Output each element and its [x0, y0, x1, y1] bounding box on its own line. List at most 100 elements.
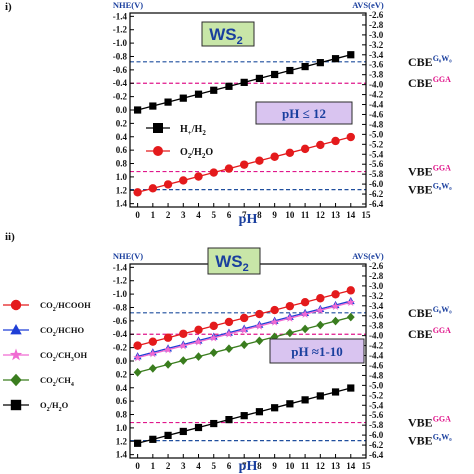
legend-marker: [10, 299, 22, 311]
left-tick-label: 0.4: [116, 132, 128, 142]
right-axis-label: AVS(eV): [352, 0, 384, 10]
panel-label: ii): [5, 231, 15, 243]
data-point: [300, 144, 310, 154]
right-tick-label: -6.4: [369, 199, 384, 209]
right-tick-label: -4.6: [369, 360, 384, 370]
legend-marker: [153, 123, 163, 133]
legend-label-part: /HCHO: [55, 325, 85, 335]
data-point: [255, 336, 264, 346]
left-tick-label: 1.4: [116, 199, 128, 209]
left-tick-label: -1.0: [113, 38, 128, 48]
x-tick-label: 12: [316, 210, 326, 220]
data-point: [164, 431, 172, 439]
condition-label: pH ≈1-10: [291, 344, 343, 359]
left-axis-label: NHE(V): [113, 251, 143, 261]
legend-label: CO2/HCOOH: [40, 300, 91, 313]
left-tick-label: -0.2: [113, 343, 128, 353]
left-tick-label: 0.6: [116, 396, 128, 406]
data-point: [194, 90, 203, 98]
right-tick-label: -4.4: [369, 351, 384, 361]
left-axis-label: NHE(V): [113, 0, 143, 10]
left-tick-label: 1.2: [116, 436, 128, 446]
legend-label-part: /H: [49, 400, 59, 410]
band-label-cbe-gga: CBEGGA: [408, 326, 451, 341]
band-label-main: CBE: [408, 327, 433, 341]
legend-label-sub: 2: [202, 129, 206, 137]
right-tick-label: -3.2: [369, 40, 384, 50]
legend-label-part: O: [62, 400, 69, 410]
series-co2-ch3oh: [133, 297, 356, 362]
x-tick-label: 6: [227, 461, 232, 471]
right-tick-label: -5.0: [369, 380, 384, 390]
left-tick-label: -1.0: [113, 289, 128, 299]
left-tick-label: 0.2: [116, 118, 128, 128]
data-point: [210, 419, 218, 428]
left-tick-label: -1.2: [113, 276, 128, 286]
data-point: [316, 305, 325, 314]
legend-label: CO2/HCHO: [40, 325, 84, 338]
data-point: [255, 156, 264, 165]
legend-label-part: CO: [40, 375, 53, 385]
left-tick-label: -0.6: [113, 316, 128, 326]
data-point: [163, 345, 173, 354]
data-point: [240, 78, 248, 86]
data-point: [239, 325, 249, 334]
right-tick-label: -3.8: [369, 321, 384, 331]
data-point: [133, 341, 142, 350]
data-point: [148, 349, 158, 358]
right-tick-label: -2.8: [369, 271, 384, 281]
legend-label-part: CO: [40, 300, 53, 310]
band-label-main: CBE: [408, 55, 433, 69]
data-point: [149, 102, 157, 110]
material-main: WS: [215, 252, 242, 271]
left-tick-label: 0.2: [116, 369, 128, 379]
right-tick-label: -3.0: [369, 281, 384, 291]
band-label-main: VBE: [408, 183, 433, 197]
right-tick-label: -3.2: [369, 291, 384, 301]
condition-label: pH ≤ 12: [282, 106, 326, 121]
data-point: [179, 427, 187, 436]
right-tick-label: -6.2: [369, 440, 384, 450]
series-co2-ch4: [133, 312, 355, 377]
data-point: [301, 62, 309, 71]
legend-label-part: OH: [74, 350, 88, 360]
band-label-sup: G₀W₀: [433, 305, 453, 314]
data-point: [285, 313, 295, 322]
x-tick-label: 10: [285, 461, 295, 471]
right-tick-label: -2.6: [369, 10, 384, 20]
left-tick-label: 1.4: [116, 450, 128, 460]
right-tick-label: -3.8: [369, 70, 384, 80]
data-point: [224, 164, 234, 173]
data-point: [300, 309, 310, 318]
data-point: [224, 317, 234, 327]
x-tick-label: 7: [242, 461, 247, 471]
data-point: [179, 329, 188, 338]
data-point: [347, 384, 355, 392]
x-tick-label: 13: [331, 461, 341, 471]
data-point: [285, 301, 295, 311]
data-point: [285, 328, 294, 338]
data-point: [255, 321, 264, 330]
legend-label-part: /H: [191, 124, 203, 135]
right-tick-label: -2.6: [369, 261, 384, 271]
left-tick-label: 0.0: [116, 356, 128, 366]
data-point: [239, 313, 249, 323]
x-tick-label: 4: [196, 210, 201, 220]
right-tick-label: -5.6: [369, 159, 384, 169]
left-tick-label: -0.6: [113, 65, 128, 75]
left-tick-label: 0.0: [116, 105, 128, 115]
x-axis-label: pH: [239, 459, 258, 474]
x-tick-label: 5: [211, 210, 216, 220]
band-label-main: VBE: [408, 434, 433, 448]
material-box: [207, 247, 261, 275]
legend-label-sub: 4: [71, 382, 74, 388]
series-o2-h2o: [134, 384, 355, 447]
right-tick-label: -4.0: [369, 331, 384, 341]
legend-marker: [153, 146, 163, 156]
left-tick-label: -0.8: [113, 302, 128, 312]
x-tick-label: 7: [242, 210, 247, 220]
data-point: [209, 333, 219, 342]
legend-item: CO2/HCOOH: [3, 299, 91, 313]
data-point: [179, 341, 188, 350]
left-tick-label: -0.4: [113, 329, 128, 339]
